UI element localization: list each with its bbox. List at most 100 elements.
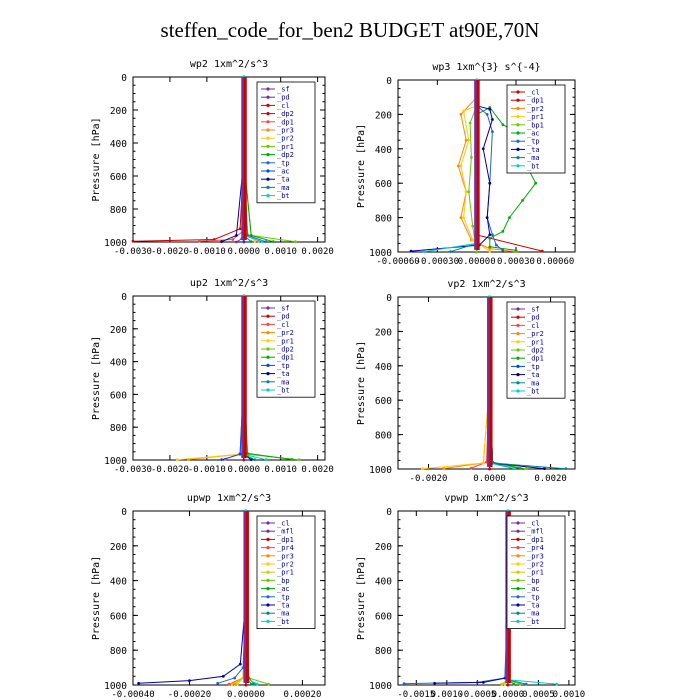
- data-point: [260, 240, 264, 244]
- series-line-ta: [434, 511, 509, 684]
- legend-entry: _sf: [527, 306, 540, 314]
- legend-marker: [266, 144, 270, 148]
- legend-entry: _pd: [527, 314, 540, 322]
- x-tick-label: -0.0020: [410, 474, 448, 484]
- data-point: [459, 113, 463, 116]
- data-point: [524, 467, 528, 471]
- data-point: [518, 467, 522, 470]
- legend-marker: [516, 307, 520, 311]
- x-tick-label: -0.00020: [168, 690, 211, 700]
- y-tick-label: 1000: [104, 456, 127, 467]
- data-point: [482, 461, 485, 465]
- data-point: [467, 190, 471, 194]
- y-tick-label: 0: [386, 293, 392, 304]
- legend-entry: _cl: [527, 520, 540, 528]
- data-point: [409, 249, 413, 253]
- y-tick-label: 400: [375, 145, 392, 156]
- legend-entry: _pr2: [527, 330, 544, 338]
- x-tick-label: -0.0015: [397, 690, 435, 700]
- x-tick-label: 0.0020: [534, 474, 567, 484]
- data-point: [459, 164, 463, 168]
- data-point: [471, 238, 475, 242]
- legend-entry: _pd: [277, 313, 290, 321]
- legend-entry: _cl: [277, 520, 290, 528]
- data-point: [462, 216, 465, 220]
- data-point: [501, 123, 505, 127]
- legend-marker: [516, 90, 520, 94]
- legend-entry: _bt: [527, 162, 540, 170]
- legend-entry: _tp: [527, 138, 540, 146]
- y-axis-label: Pressure [hPa]: [356, 556, 367, 640]
- series-line-pr1: [177, 296, 245, 461]
- data-point: [503, 682, 507, 686]
- data-point: [233, 676, 237, 680]
- legend-entry: _pr1: [277, 337, 294, 345]
- legend-marker: [266, 136, 270, 140]
- data-point: [442, 467, 446, 470]
- data-point: [462, 109, 465, 113]
- chart-title: vpwp 1xm^2/s^3: [444, 493, 528, 504]
- legend-entry: _pr4: [527, 544, 544, 552]
- x-tick-label: -0.00040: [111, 690, 154, 700]
- data-point: [471, 224, 475, 228]
- y-tick-label: 1000: [369, 681, 392, 692]
- data-point: [220, 240, 224, 244]
- y-tick-label: 1000: [104, 681, 127, 692]
- legend-entry: _pr1: [527, 569, 544, 577]
- legend-marker: [266, 603, 270, 607]
- series-line-cl: [471, 297, 491, 469]
- x-tick-label: 0.0010: [264, 465, 297, 475]
- legend-marker: [516, 106, 520, 110]
- data-point: [238, 227, 242, 231]
- legend-marker: [516, 156, 520, 160]
- legend-marker: [516, 619, 520, 624]
- data-point: [131, 239, 135, 243]
- legend-entry: _pr3: [527, 552, 544, 560]
- x-tick-label: 0.0005: [522, 690, 555, 700]
- legend-marker: [516, 364, 520, 368]
- legend-entry: _dp2: [527, 347, 544, 355]
- legend-entry: _pr1: [527, 338, 544, 346]
- y-tick-label: 200: [375, 110, 392, 121]
- data-point: [238, 452, 242, 456]
- legend-entry: _pr3: [277, 552, 294, 560]
- data-point: [422, 250, 426, 254]
- chart-panel-3: up2 1xm^2/s^3 Pressure [hPa] 0 200 400 600 800…: [91, 278, 334, 475]
- legend-marker: [266, 595, 270, 599]
- y-tick-label: 400: [110, 577, 127, 588]
- series-line-dp1: [199, 77, 245, 242]
- series-line-pr1: [460, 105, 491, 252]
- data-point: [216, 681, 220, 685]
- legend-entry: _pr2: [277, 561, 294, 569]
- data-point: [250, 682, 253, 686]
- legend-entry: _cl: [527, 322, 540, 330]
- legend-entry: _tp: [527, 593, 540, 601]
- legend-box: [256, 81, 316, 204]
- data-point: [514, 248, 518, 252]
- data-point: [449, 250, 452, 254]
- legend-entry: _pr3: [277, 127, 294, 135]
- data-point: [488, 236, 492, 240]
- legend-marker: [516, 389, 520, 393]
- legend-marker: [266, 331, 270, 335]
- legend-entry: _dp1: [277, 536, 294, 544]
- x-tick-label: -0.00030: [416, 257, 459, 267]
- legend-marker: [516, 356, 520, 360]
- y-tick-label: 0: [386, 507, 392, 518]
- legend-entry: _mfl: [277, 528, 294, 536]
- legend-marker: [516, 595, 520, 599]
- data-point: [543, 467, 546, 471]
- legend-entry: _bt: [277, 192, 290, 200]
- x-tick-label: 0.0000: [492, 690, 525, 700]
- x-tick-label: -0.00060: [376, 257, 419, 267]
- legend-marker: [266, 570, 270, 574]
- data-point: [485, 113, 489, 116]
- legend-entry: _dp2: [277, 110, 294, 118]
- data-point: [227, 682, 231, 686]
- data-point: [188, 679, 191, 683]
- legend-entry: _bt: [277, 618, 290, 626]
- legend-entry: _tp: [277, 362, 290, 370]
- legend-entry: _bp: [527, 577, 540, 585]
- y-tick-label: 800: [110, 205, 127, 216]
- y-tick-label: 200: [110, 325, 127, 336]
